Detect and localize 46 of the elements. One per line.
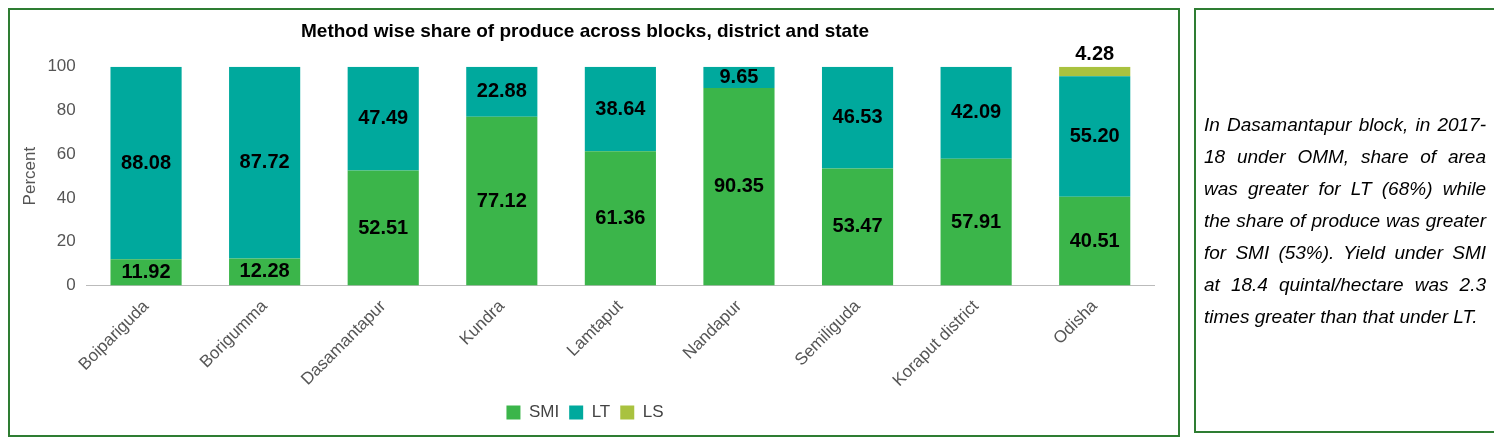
data-label: 52.51	[358, 215, 409, 238]
data-label: 47.49	[358, 106, 409, 129]
data-label: 88.08	[121, 150, 172, 173]
data-label: 90.35	[713, 174, 764, 197]
legend-label: LS	[642, 402, 664, 422]
data-label: 40.51	[1069, 228, 1120, 251]
text: In Dasamantapur block, in 2017-18 under OMM, share of area was greater for LT (68%) while the share of produce was greater for SMI (53%). Yield under SMI at 18.4 quintal/hectare was 2.3 times greater than that under LT.	[1204, 112, 1486, 329]
data-label: 87.72	[239, 150, 290, 173]
bar	[940, 158, 1012, 286]
chart-title: Method wise share of produce across blocks, district and state	[300, 19, 870, 41]
bar	[1059, 66, 1131, 77]
data-label: 11.92	[121, 259, 171, 282]
data-label: 9.65	[719, 64, 759, 87]
bar	[821, 168, 894, 286]
legend-label: LT	[591, 402, 611, 422]
bar	[940, 66, 1012, 159]
data-label: 38.64	[595, 96, 647, 119]
y-axis-title: Percent	[19, 146, 39, 206]
bar	[821, 66, 894, 169]
legend-label: SMI	[528, 402, 560, 422]
data-label: 22.88	[476, 79, 527, 102]
y-tick-label: 20	[56, 231, 76, 251]
data-label: 42.09	[951, 100, 1002, 123]
bar	[229, 66, 301, 259]
bar	[1059, 196, 1131, 286]
data-label: 57.91	[951, 209, 1002, 232]
bar	[110, 66, 182, 260]
bar	[1059, 76, 1131, 197]
bar	[584, 151, 656, 286]
y-tick-label: 40	[56, 187, 76, 207]
y-tick-label: 0	[66, 275, 76, 295]
data-label: 53.47	[832, 214, 883, 237]
data-label: 46.53	[832, 105, 883, 128]
data-label: 55.20	[1069, 124, 1120, 147]
y-tick-label: 60	[56, 143, 76, 163]
bar	[466, 116, 538, 286]
bar	[347, 66, 419, 171]
bar	[584, 66, 656, 152]
y-tick-label: 80	[56, 100, 76, 120]
data-label: 77.12	[476, 188, 527, 211]
data-label: 61.36	[595, 205, 646, 228]
bar	[347, 170, 419, 286]
bar	[703, 87, 775, 286]
y-tick-label: 100	[47, 56, 76, 76]
data-label: 12.28	[239, 259, 290, 282]
data-label: 4.28	[1075, 42, 1115, 65]
